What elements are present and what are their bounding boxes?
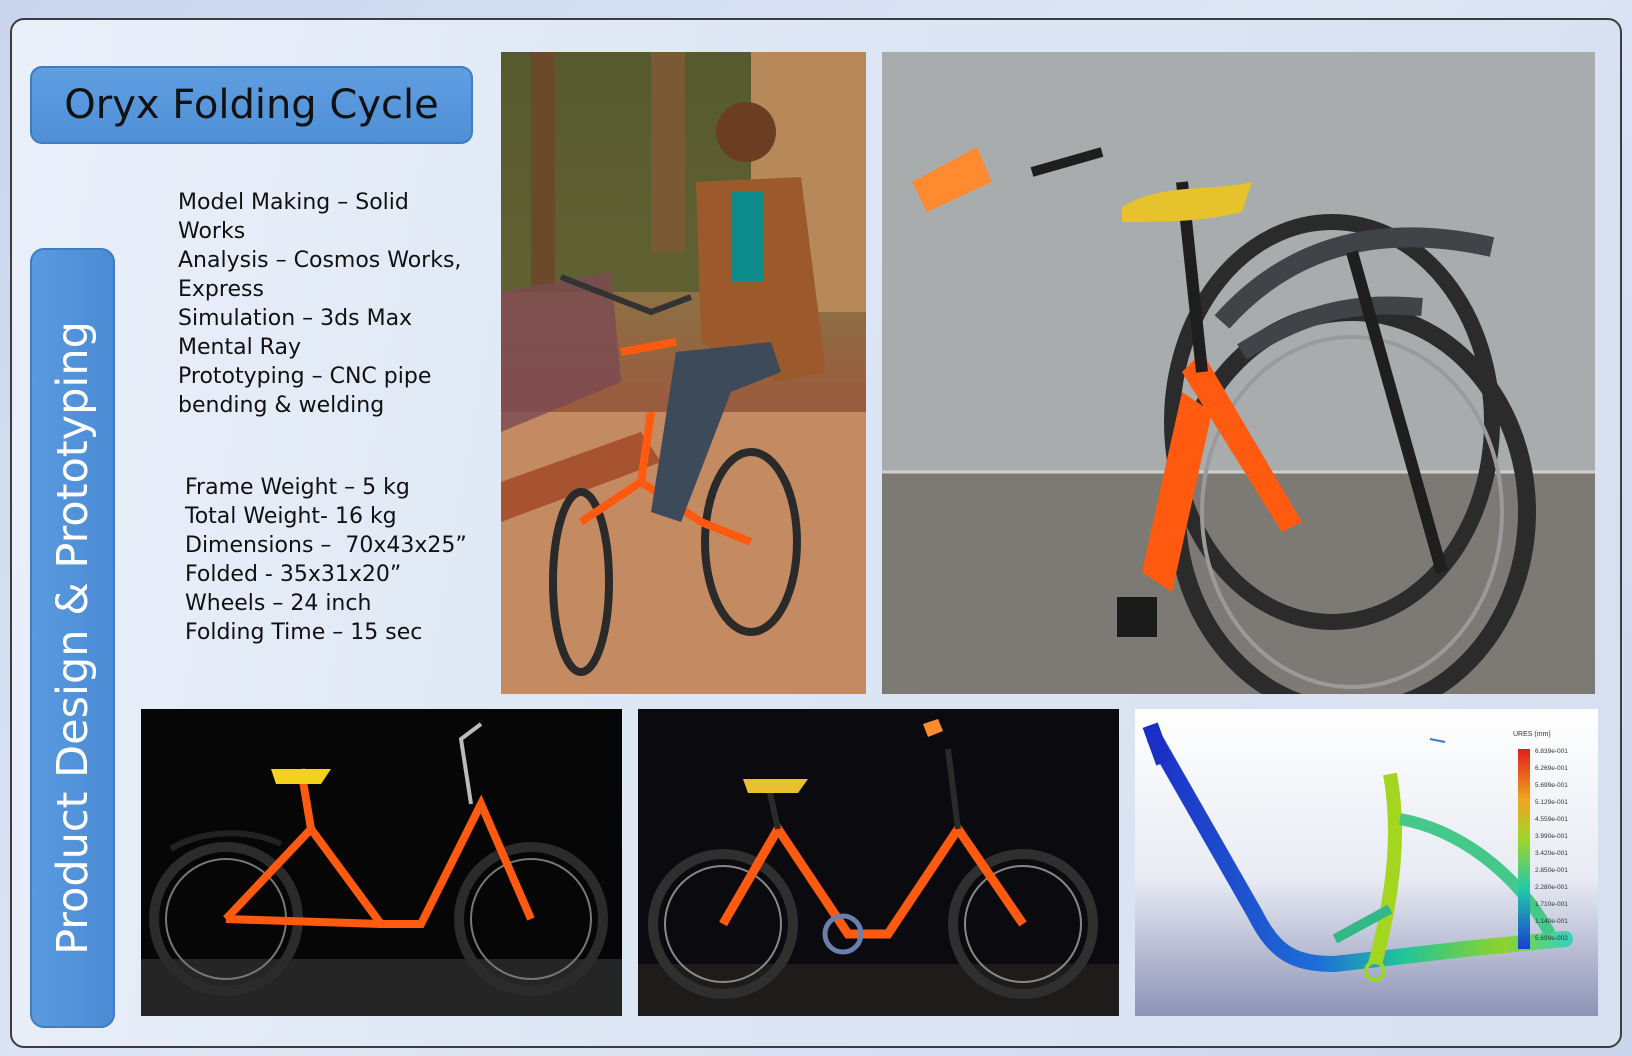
process-line: Analysis – Cosmos Works,	[178, 248, 462, 273]
spec-line: Frame Weight – 5 kg	[185, 475, 410, 500]
process-line: Prototyping – CNC pipe	[178, 364, 432, 389]
process-line: Works	[178, 219, 246, 244]
process-line: Mental Ray	[178, 335, 301, 360]
spec-line: Dimensions – 70x43x25”	[185, 533, 467, 558]
process-line: bending & welding	[178, 393, 385, 418]
fea-legend-value: 2.280e-001	[1535, 884, 1568, 891]
spec-list: Frame Weight – 5 kg Total Weight- 16 kg …	[185, 473, 485, 647]
spec-line: Wheels – 24 inch	[185, 591, 372, 616]
title-box: Oryx Folding Cycle	[30, 66, 473, 144]
fea-legend-value: 5.129e-001	[1535, 799, 1568, 806]
process-line: Model Making – Solid	[178, 190, 409, 215]
fea-legend-value: 5.699e-002	[1535, 935, 1568, 942]
fea-legend-value: 6.839e-001	[1535, 748, 1568, 755]
side-label: Product Design & Prototyping	[47, 321, 98, 955]
process-list: Model Making – Solid Works Analysis – Co…	[178, 188, 478, 420]
photo-render-side	[141, 709, 622, 1016]
fea-legend-value: 2.850e-001	[1535, 867, 1568, 874]
fea-legend-value: 4.559e-001	[1535, 816, 1568, 823]
process-line: Express	[178, 277, 264, 302]
fea-legend-title: URES (mm)	[1513, 731, 1551, 738]
photo-rider	[501, 52, 866, 694]
spec-line: Total Weight- 16 kg	[185, 504, 397, 529]
fea-legend-value: 5.699e-001	[1535, 782, 1568, 789]
photo-folded-cycle	[882, 52, 1595, 694]
photo-render-night	[638, 709, 1119, 1016]
spec-line: Folding Time – 15 sec	[185, 620, 423, 645]
fea-analysis-image: URES (mm) 6.839e-001 6.269e-001 5.699e-0…	[1135, 709, 1598, 1016]
slide-title: Oryx Folding Cycle	[64, 82, 439, 128]
fea-legend-value: 1.710e-001	[1535, 901, 1568, 908]
side-label-bar: Product Design & Prototyping	[30, 248, 115, 1028]
fea-legend-value: 6.269e-001	[1535, 765, 1568, 772]
fea-legend-value: 3.420e-001	[1535, 850, 1568, 857]
fea-legend-value: 3.990e-001	[1535, 833, 1568, 840]
fea-legend-bar	[1518, 749, 1530, 949]
spec-line: Folded - 35x31x20”	[185, 562, 402, 587]
fea-legend-value: 1.140e-001	[1535, 918, 1568, 925]
process-line: Simulation – 3ds Max	[178, 306, 413, 331]
